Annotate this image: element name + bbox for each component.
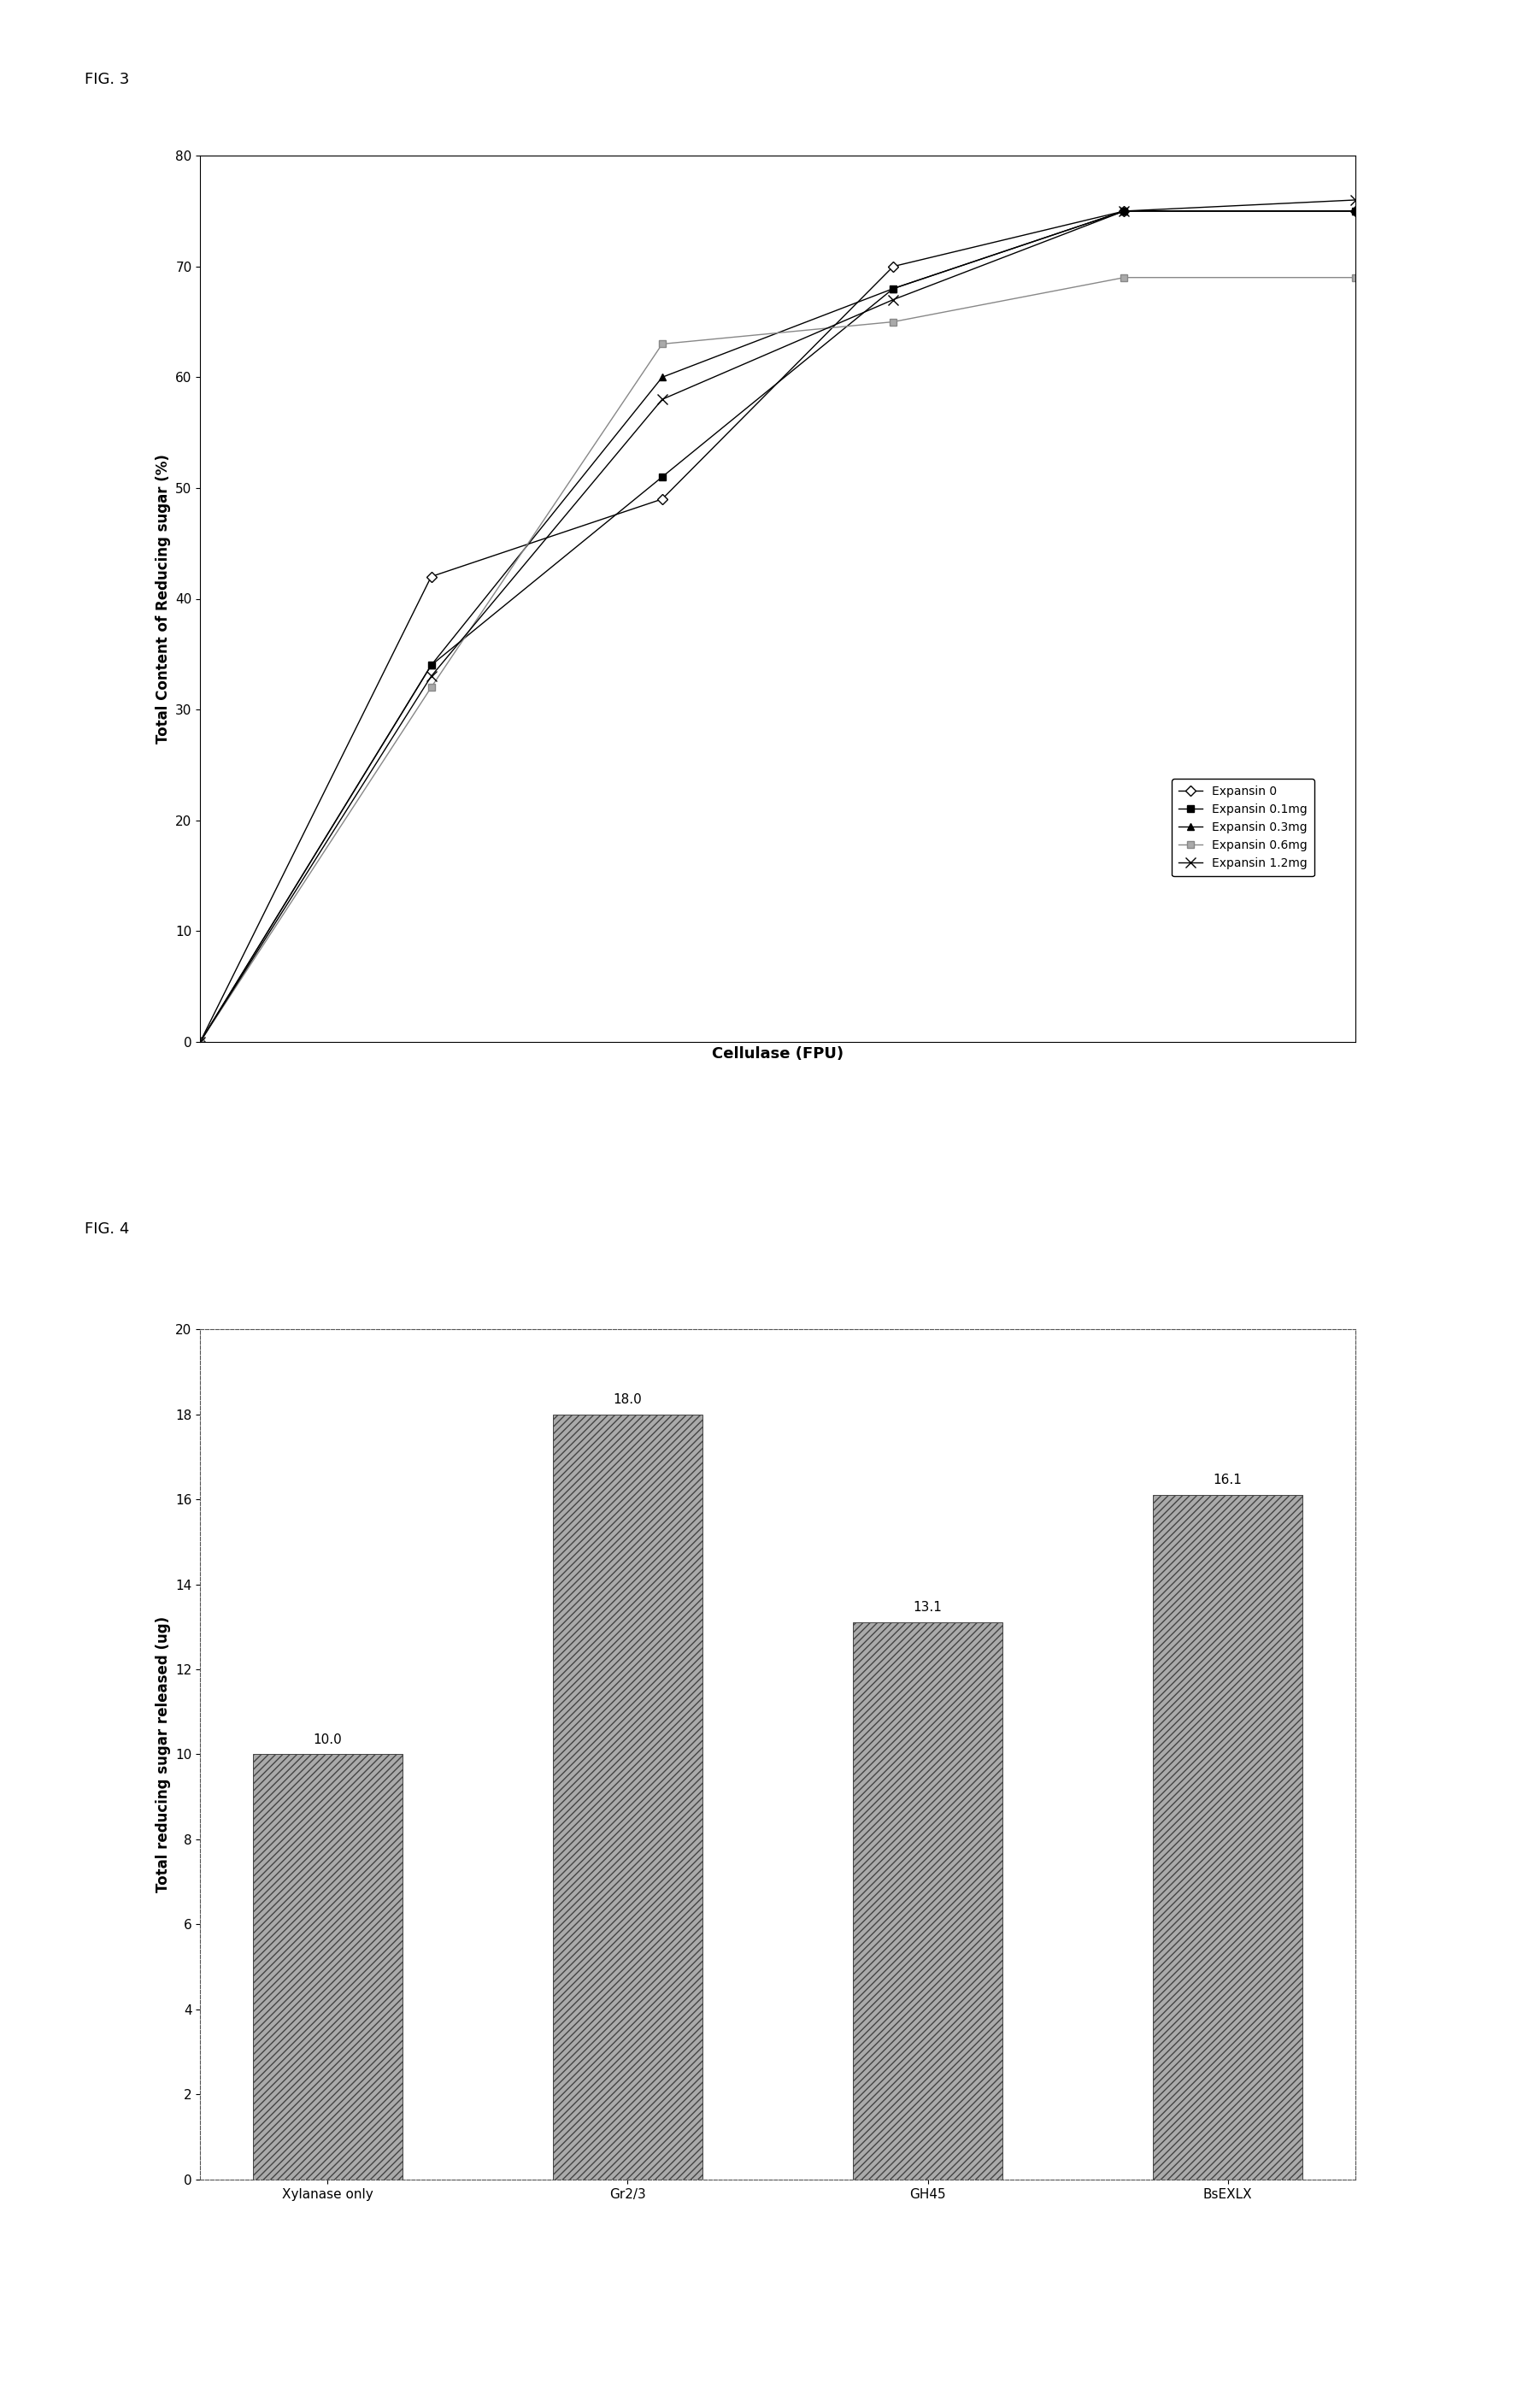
Expansin 0.6mg: [1115, 263, 1133, 292]
Expansin 0.1mg: [1115, 196, 1133, 225]
Text: FIG. 4: FIG. 4: [85, 1221, 129, 1236]
Line: Expansin 0: Expansin 0: [197, 208, 1358, 1044]
Expansin 0.3mg: [1346, 196, 1364, 225]
Expansin 1.2mg: [884, 285, 902, 314]
Expansin 0.6mg: [422, 673, 440, 702]
Bar: [1153, 1494, 1303, 2179]
Expansin 0: [1115, 196, 1133, 225]
Expansin 0.6mg: [191, 1027, 209, 1056]
Bar: [253, 1753, 402, 2179]
Expansin 0: [1346, 196, 1364, 225]
Line: Expansin 1.2mg: Expansin 1.2mg: [196, 196, 1360, 1047]
Y-axis label: Total reducing sugar released (ug): Total reducing sugar released (ug): [156, 1617, 171, 1892]
Expansin 0.1mg: [422, 651, 440, 680]
Bar: [553, 1413, 702, 2179]
Expansin 0.3mg: [653, 362, 671, 390]
Expansin 0.3mg: [422, 651, 440, 680]
Expansin 0.1mg: [884, 275, 902, 304]
Expansin 1.2mg: [191, 1027, 209, 1056]
Expansin 0.1mg: [1346, 196, 1364, 225]
Expansin 0.1mg: [191, 1027, 209, 1056]
Expansin 1.2mg: [653, 386, 671, 414]
Expansin 0.6mg: [884, 307, 902, 335]
Expansin 0.3mg: [1115, 196, 1133, 225]
Expansin 0: [422, 563, 440, 592]
Expansin 0: [191, 1027, 209, 1056]
Text: 18.0: 18.0: [613, 1394, 642, 1406]
Text: 16.1: 16.1: [1214, 1473, 1243, 1487]
Line: Expansin 0.3mg: Expansin 0.3mg: [197, 208, 1358, 1044]
Expansin 1.2mg: [1346, 187, 1364, 216]
Expansin 0: [884, 251, 902, 280]
Text: 10.0: 10.0: [313, 1734, 342, 1746]
Expansin 0.6mg: [1346, 263, 1364, 292]
Expansin 1.2mg: [1115, 196, 1133, 225]
Legend: Expansin 0, Expansin 0.1mg, Expansin 0.3mg, Expansin 0.6mg, Expansin 1.2mg: Expansin 0, Expansin 0.1mg, Expansin 0.3…: [1172, 778, 1315, 877]
Expansin 0.3mg: [191, 1027, 209, 1056]
Y-axis label: Total Content of Reducing sugar (%): Total Content of Reducing sugar (%): [156, 455, 171, 742]
Line: Expansin 0.1mg: Expansin 0.1mg: [197, 208, 1358, 1044]
Bar: [853, 1621, 1003, 2179]
Text: FIG. 3: FIG. 3: [85, 72, 129, 86]
Text: 13.1: 13.1: [913, 1602, 942, 1614]
Expansin 1.2mg: [422, 661, 440, 690]
Expansin 0: [653, 484, 671, 513]
Expansin 0.3mg: [884, 275, 902, 304]
Expansin 0.1mg: [653, 462, 671, 491]
Expansin 0.6mg: [653, 331, 671, 359]
X-axis label: Cellulase (FPU): Cellulase (FPU): [711, 1047, 844, 1061]
Line: Expansin 0.6mg: Expansin 0.6mg: [197, 273, 1358, 1044]
